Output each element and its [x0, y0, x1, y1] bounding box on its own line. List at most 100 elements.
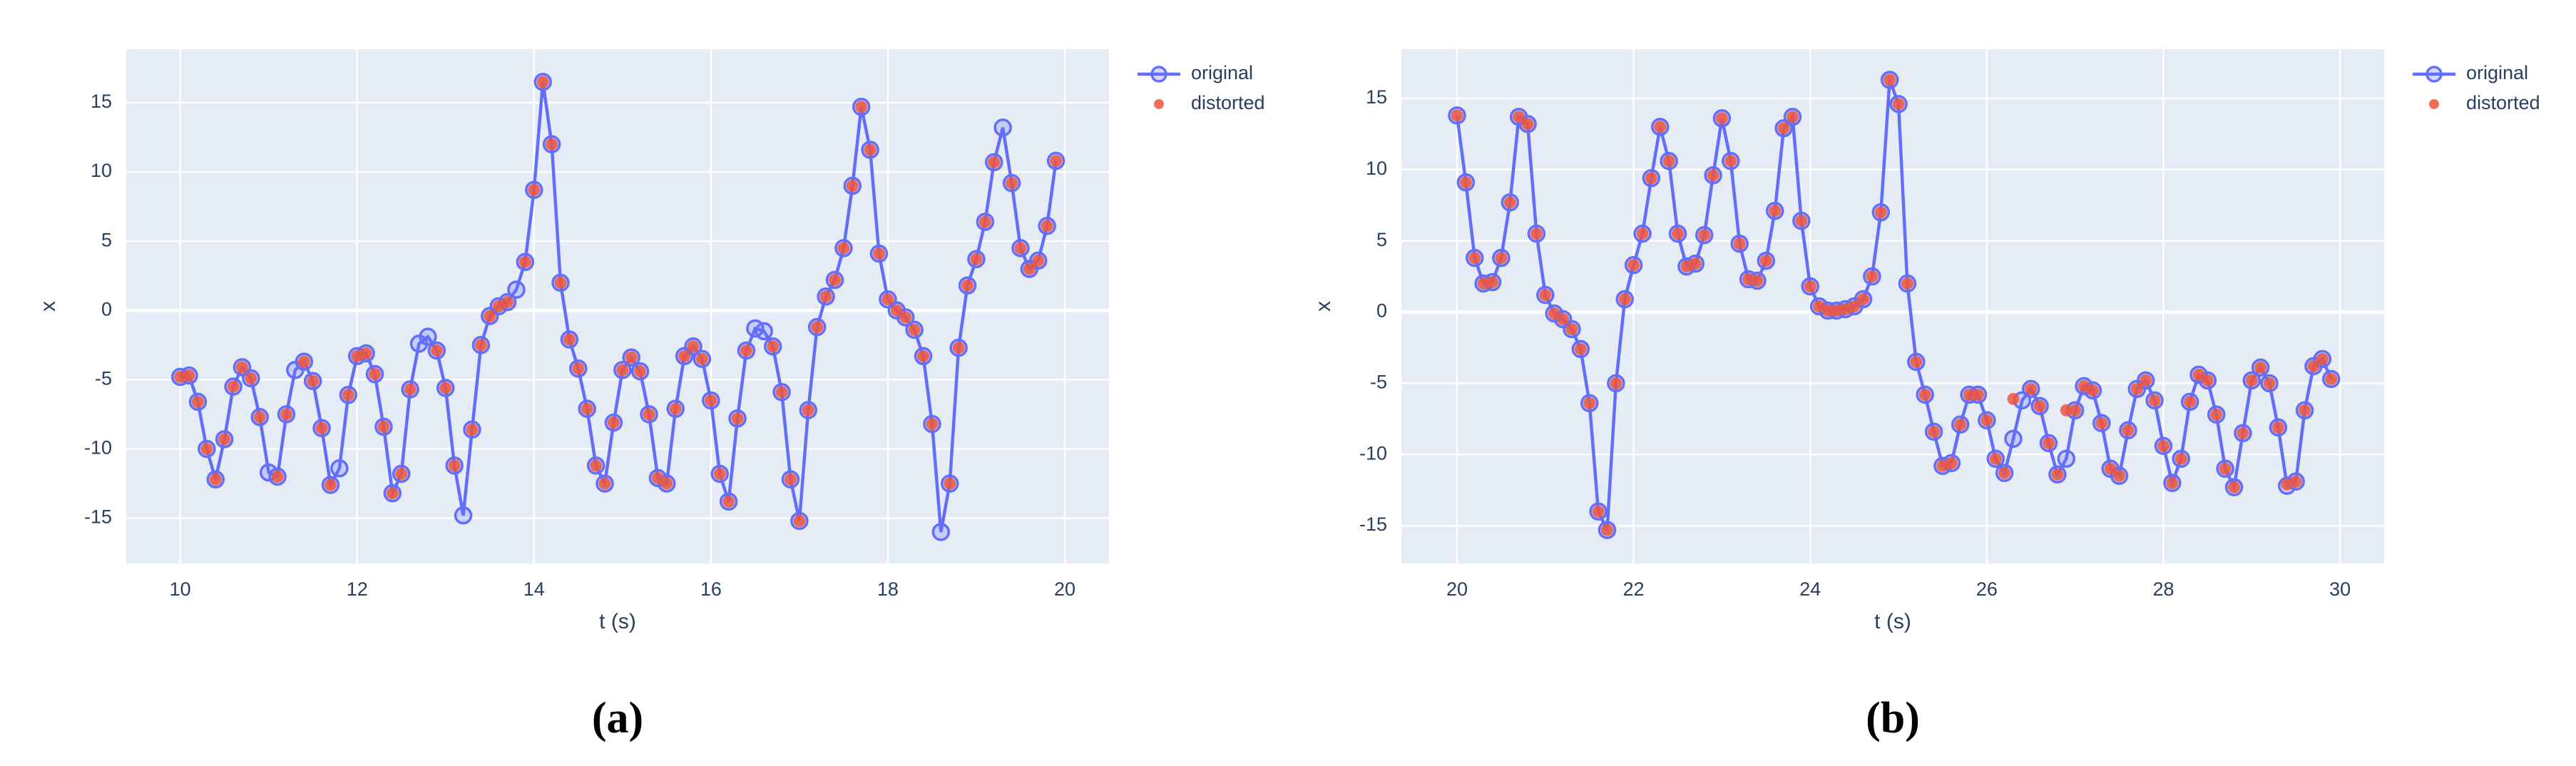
point [607, 417, 620, 429]
x-axis-title: t (s) [599, 610, 636, 633]
point [2245, 374, 2258, 387]
point [1574, 342, 1587, 355]
point [1636, 228, 1649, 240]
marker [2057, 449, 2076, 468]
point [837, 242, 850, 255]
point [1866, 270, 1879, 283]
point [669, 402, 682, 415]
point [881, 293, 894, 306]
x-tick-label: 26 [1976, 578, 1998, 600]
point [687, 340, 700, 353]
point [2095, 417, 2108, 429]
y-tick-label: 10 [91, 160, 112, 181]
point [2122, 424, 2135, 436]
point [2325, 372, 2338, 385]
point [191, 395, 204, 408]
marker [454, 506, 473, 525]
point [377, 420, 390, 433]
x-tick-label: 16 [700, 578, 722, 600]
point [235, 361, 248, 374]
point [1023, 262, 1036, 275]
point [342, 389, 354, 402]
y-tick-label: -5 [1370, 371, 1387, 392]
point [1928, 425, 1941, 438]
point [1874, 206, 1887, 219]
point [1451, 109, 1463, 122]
x-tick-label: 24 [1799, 578, 1821, 600]
subplot: -15 -10 -5 0 5 10 15 20 22 24 26 28 30 t (s) x (b) origi… [1312, 49, 2540, 742]
point [1804, 280, 1816, 293]
y-tick-label: -10 [1359, 442, 1387, 464]
point [1672, 228, 1685, 240]
point [1548, 307, 1560, 320]
point [722, 495, 735, 508]
point [474, 339, 487, 352]
point [1468, 252, 1481, 265]
point [386, 487, 399, 500]
point [2086, 384, 2099, 397]
point [616, 364, 629, 377]
point [598, 477, 611, 490]
legend-marker [1150, 66, 1167, 83]
x-tick-label: 28 [2152, 578, 2174, 600]
point [643, 408, 655, 421]
point [775, 386, 788, 399]
x-tick-label: 20 [1446, 578, 1468, 600]
plot-background [1401, 49, 2384, 563]
point [1945, 456, 1958, 469]
point [731, 412, 744, 425]
point [1513, 111, 1525, 123]
point [899, 311, 912, 324]
point [280, 408, 292, 421]
point [1600, 524, 1613, 536]
point [1786, 111, 1799, 123]
point [297, 355, 310, 368]
point [183, 369, 195, 382]
point [2184, 395, 2197, 408]
point [944, 477, 956, 490]
point [1006, 177, 1018, 190]
marker [931, 523, 951, 541]
point [802, 404, 814, 417]
point [563, 333, 576, 346]
point [1954, 418, 1967, 431]
x-tick-label: 30 [2329, 578, 2351, 600]
point [1032, 254, 1045, 267]
point [926, 417, 939, 430]
point [625, 351, 638, 364]
point [678, 349, 691, 362]
legend-marker [2429, 99, 2439, 109]
point [1698, 229, 1711, 242]
point [1592, 505, 1605, 518]
point [1759, 255, 1772, 267]
point [2192, 368, 2205, 381]
point [2113, 469, 2126, 482]
point [2201, 374, 2214, 387]
point [660, 477, 673, 490]
point [369, 368, 382, 381]
point [1557, 312, 1570, 325]
point [1918, 388, 1931, 401]
point [1777, 122, 1790, 135]
point [855, 101, 868, 113]
point [1795, 215, 1808, 228]
point [1821, 304, 1834, 317]
point [395, 467, 408, 480]
point [2043, 436, 2055, 449]
point [970, 252, 983, 265]
caption: (b) [1866, 694, 1920, 742]
point [2060, 404, 2072, 417]
point [819, 290, 832, 303]
point [1503, 196, 1516, 209]
point [1971, 388, 1984, 401]
marker [419, 327, 437, 346]
point [466, 423, 479, 436]
point [917, 349, 930, 362]
point [315, 422, 328, 434]
legend-label: distorted [2466, 92, 2540, 113]
y-axis-title: x [1312, 301, 1335, 312]
point [1980, 414, 1993, 427]
point [2299, 404, 2311, 417]
point [1645, 172, 1657, 185]
point [218, 433, 231, 446]
